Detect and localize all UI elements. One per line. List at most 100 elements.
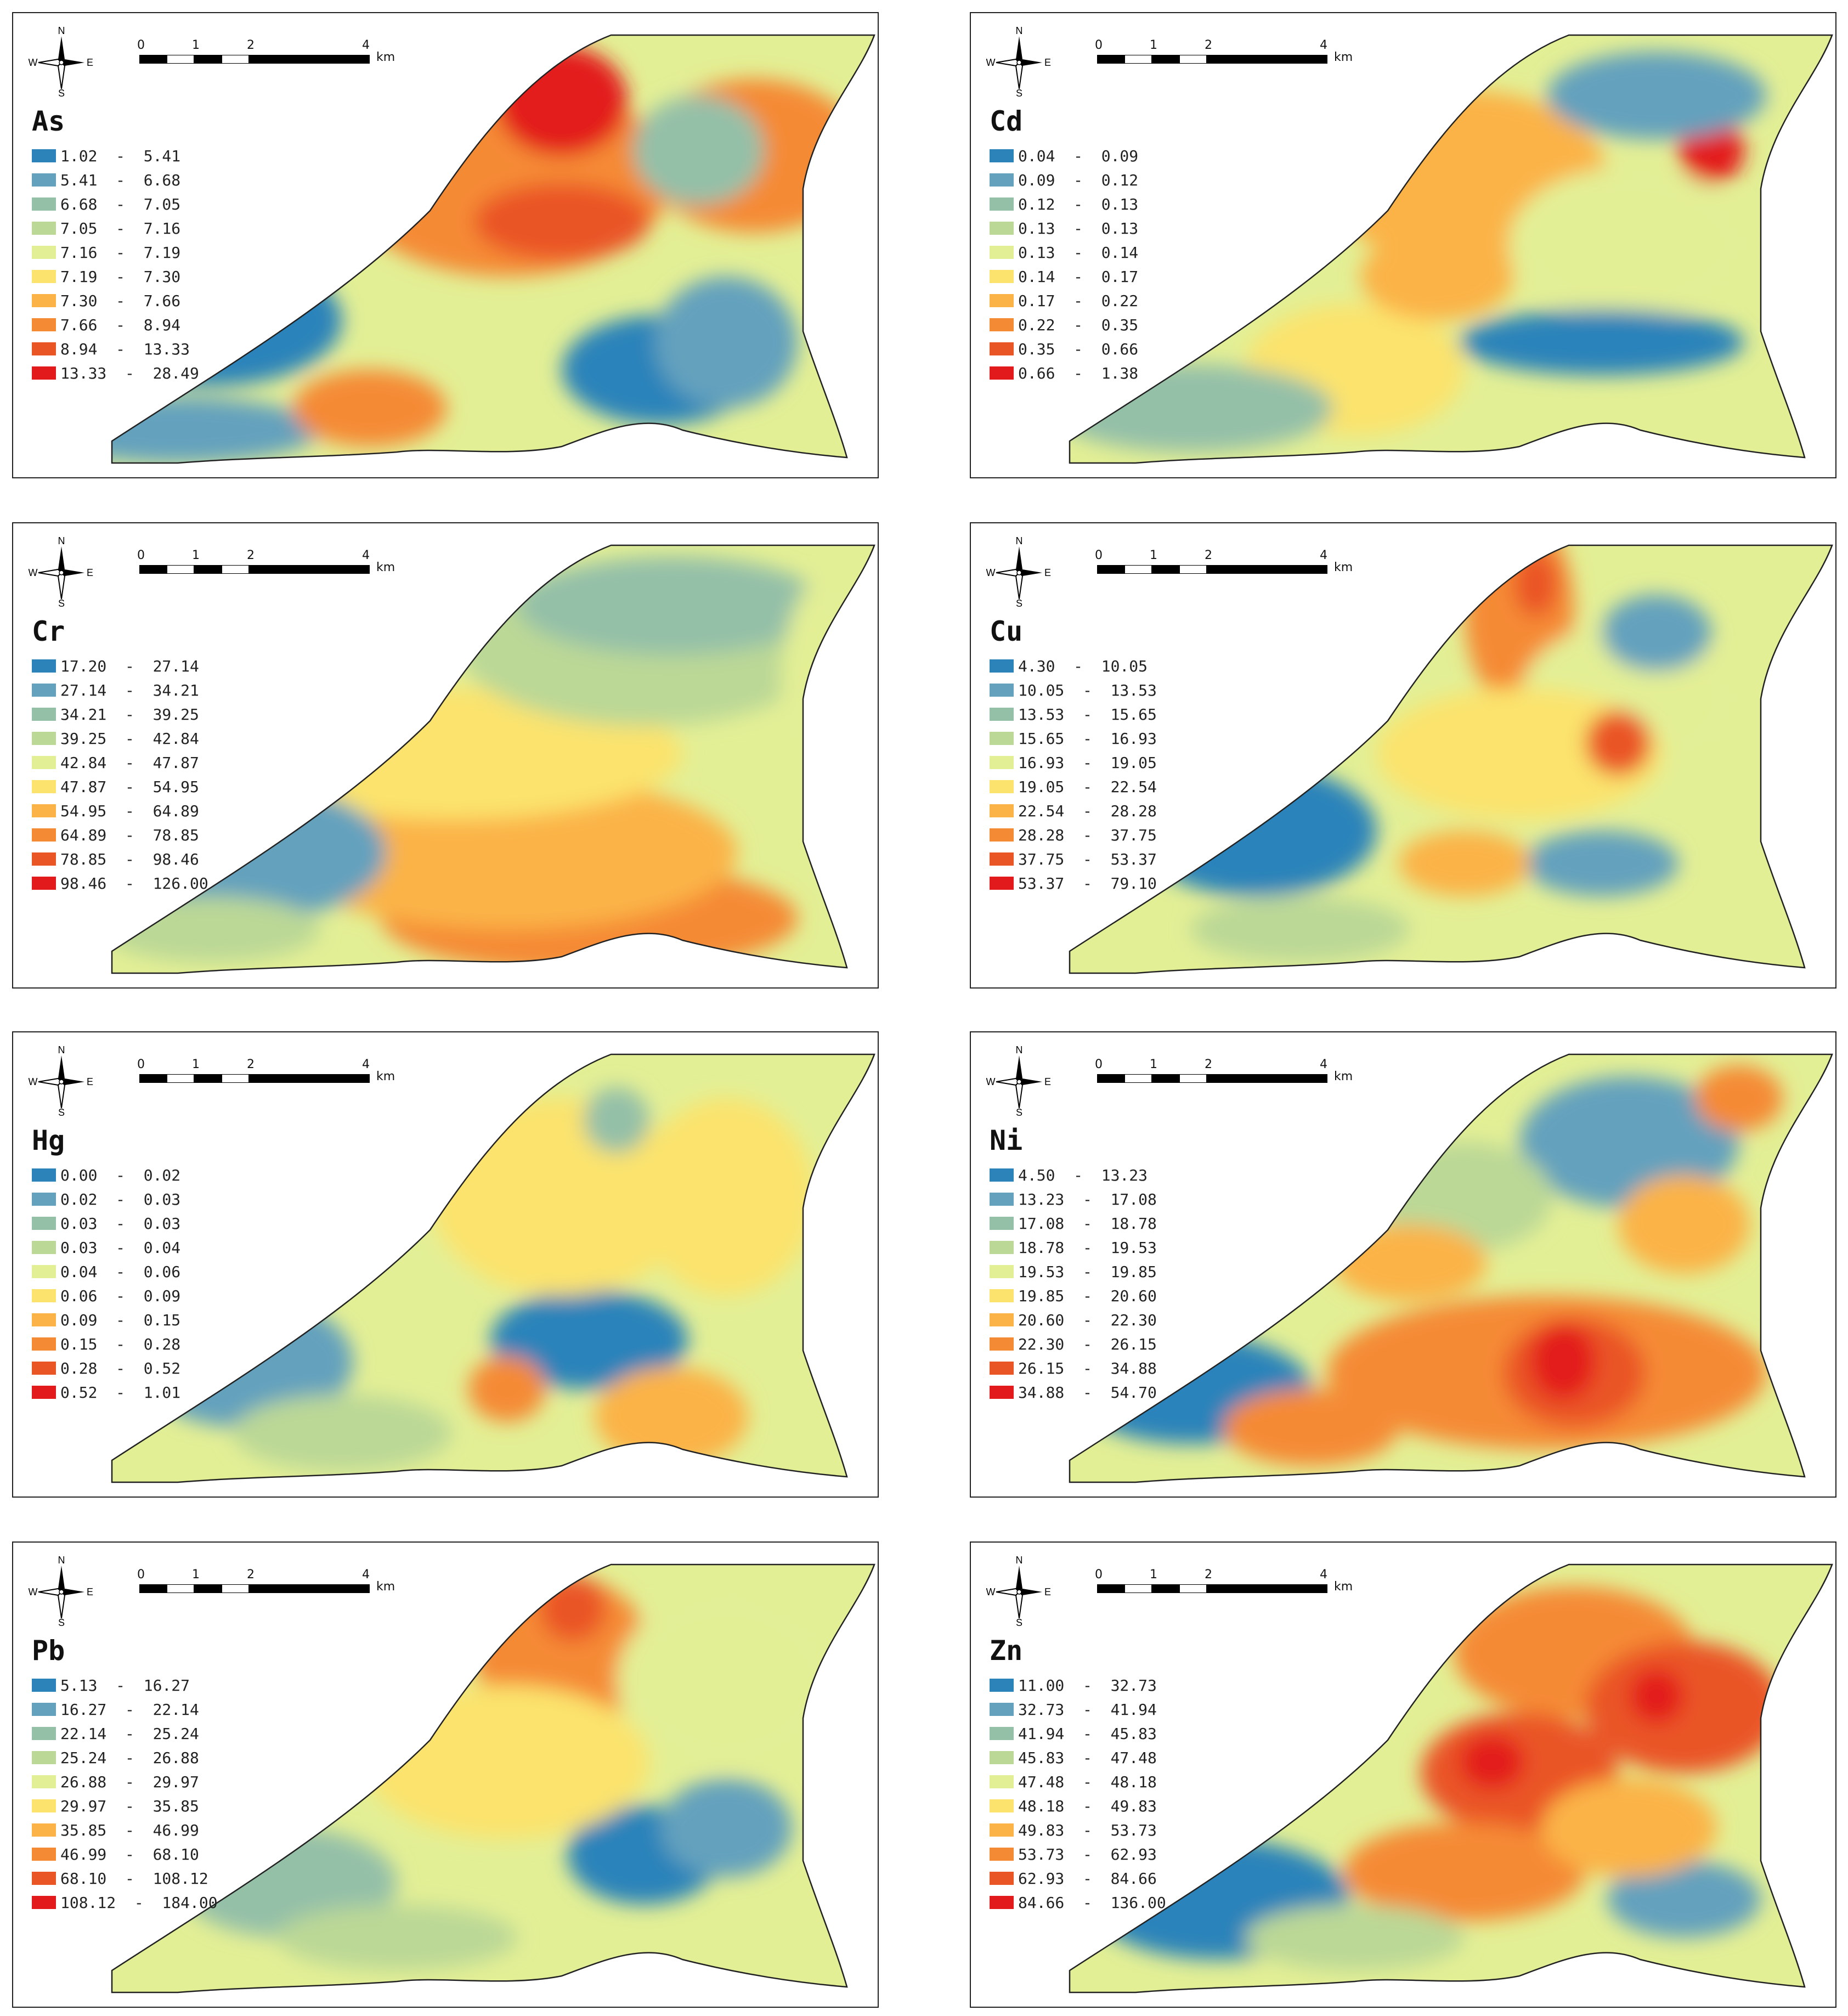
value-zone <box>1459 1735 1525 1789</box>
legend-item: 0.06 - 0.09 <box>32 1284 180 1308</box>
study-area-boundary <box>1069 1563 1833 1994</box>
scale-segment <box>1097 565 1124 574</box>
legend-swatch <box>990 1775 1014 1788</box>
legend-swatch <box>32 1848 56 1861</box>
map-panel-ni: N S W E 0 1 2 4 km Ni 4.50 - 13.23 13.23 - 17.08 17.… <box>970 1031 1836 1498</box>
scale-label: 1 <box>1150 1058 1157 1071</box>
value-zone <box>1245 1905 1465 1970</box>
legend-swatch <box>990 780 1014 793</box>
legend-label: 0.06 - 0.09 <box>60 1286 181 1305</box>
legend-label: 16.27 - 22.14 <box>60 1700 199 1719</box>
legend-swatch <box>32 1872 56 1885</box>
legend-label: 0.66 - 1.38 <box>1018 364 1139 382</box>
legend-label: 1.02 - 5.41 <box>60 146 181 165</box>
legend-swatch <box>32 149 56 162</box>
legend-label: 19.85 - 20.60 <box>1018 1286 1157 1305</box>
scale-segment <box>1152 1074 1179 1083</box>
value-zone <box>276 1905 518 1970</box>
legend: 4.30 - 10.05 10.05 - 13.53 13.53 - 15.65 15… <box>990 654 1157 895</box>
legend-label: 0.13 - 0.14 <box>1018 243 1139 262</box>
value-zone <box>112 896 320 962</box>
legend-label: 48.18 - 49.83 <box>1018 1797 1157 1815</box>
value-zone <box>633 95 765 205</box>
legend-item: 0.12 - 0.13 <box>990 192 1138 216</box>
scale-label: 2 <box>247 38 255 52</box>
legend-swatch <box>32 1751 56 1764</box>
legend-item: 13.23 - 17.08 <box>990 1187 1157 1211</box>
value-zone <box>1333 1224 1487 1301</box>
value-zone <box>1399 831 1530 896</box>
legend-item: 0.03 - 0.03 <box>32 1211 180 1235</box>
legend-swatch <box>990 1193 1014 1206</box>
compass-e: E <box>1044 57 1051 68</box>
value-zone <box>1525 831 1679 896</box>
legend-swatch <box>990 684 1014 697</box>
value-zone <box>468 1356 545 1422</box>
scale-segment <box>139 565 167 574</box>
north-arrow-icon: N S W E <box>986 1046 1051 1117</box>
compass-s: S <box>1016 598 1022 608</box>
compass-w: W <box>986 567 996 578</box>
legend-swatch <box>32 804 56 817</box>
legend-label: 53.37 - 79.10 <box>1018 874 1157 893</box>
legend-swatch <box>990 294 1014 307</box>
value-zone <box>584 1087 649 1153</box>
compass-s: S <box>58 598 65 608</box>
compass-n: N <box>58 26 65 36</box>
scale-segment <box>249 55 370 64</box>
legend-item: 39.25 - 42.84 <box>32 726 208 750</box>
value-zone <box>1530 1323 1596 1400</box>
compass-s: S <box>1016 88 1022 98</box>
study-area-boundary <box>1069 34 1833 464</box>
legend-label: 34.88 - 54.70 <box>1018 1383 1157 1402</box>
legend-swatch <box>990 1823 1014 1837</box>
legend-label: 0.28 - 0.52 <box>60 1359 181 1377</box>
legend-label: 46.99 - 68.10 <box>60 1845 199 1863</box>
legend-label: 0.09 - 0.15 <box>60 1311 181 1329</box>
legend-label: 18.78 - 19.53 <box>1018 1238 1157 1257</box>
scale-label: 2 <box>1205 38 1212 52</box>
legend-item: 41.94 - 45.83 <box>990 1721 1166 1746</box>
legend-label: 0.12 - 0.13 <box>1018 195 1139 213</box>
legend-label: 54.95 - 64.89 <box>60 801 199 820</box>
scale-segment <box>1179 565 1207 574</box>
legend-swatch <box>990 732 1014 745</box>
scale-segment <box>194 1584 222 1593</box>
compass-w: W <box>29 1076 38 1087</box>
legend: 4.50 - 13.23 13.23 - 17.08 17.08 - 18.78 18… <box>990 1163 1157 1404</box>
element-title: Cu <box>990 615 1023 647</box>
legend-swatch <box>990 804 1014 817</box>
legend-swatch <box>32 780 56 793</box>
scale-bar: 0 1 2 4 km <box>1095 1058 1355 1091</box>
legend-item: 53.37 - 79.10 <box>990 871 1157 895</box>
legend-label: 13.23 - 17.08 <box>1018 1190 1157 1209</box>
element-title: Cd <box>990 105 1023 137</box>
legend-item: 0.28 - 0.52 <box>32 1356 180 1380</box>
legend-label: 25.24 - 26.88 <box>60 1748 199 1767</box>
scale-segment <box>1207 565 1327 574</box>
scale-segment <box>1097 55 1124 64</box>
compass-w: W <box>986 1076 996 1087</box>
legend-item: 42.84 - 47.87 <box>32 750 208 775</box>
study-area-boundary <box>111 34 875 464</box>
legend-item: 32.73 - 41.94 <box>990 1697 1166 1721</box>
legend-label: 28.28 - 37.75 <box>1018 826 1157 844</box>
legend-item: 26.15 - 34.88 <box>990 1356 1157 1380</box>
legend-item: 0.22 - 0.35 <box>990 313 1138 337</box>
value-zone <box>1602 595 1711 671</box>
legend-label: 0.00 - 0.02 <box>60 1166 181 1184</box>
value-zone <box>1585 1641 1783 1773</box>
scale-label: 0 <box>137 1058 145 1071</box>
value-zone <box>655 276 798 408</box>
study-area-boundary <box>111 544 875 974</box>
scale-segment <box>1207 1584 1327 1593</box>
legend-swatch <box>990 852 1014 866</box>
legend-item: 27.14 - 34.21 <box>32 678 208 702</box>
legend-item: 0.00 - 0.02 <box>32 1163 180 1187</box>
scale-label: 4 <box>1320 38 1327 52</box>
legend-label: 0.14 - 0.17 <box>1018 267 1139 286</box>
scale-label: 1 <box>1150 1568 1157 1582</box>
legend-label: 26.15 - 34.88 <box>1018 1359 1157 1377</box>
scale-unit: km <box>1334 561 1353 574</box>
scale-label: 1 <box>192 1568 200 1582</box>
